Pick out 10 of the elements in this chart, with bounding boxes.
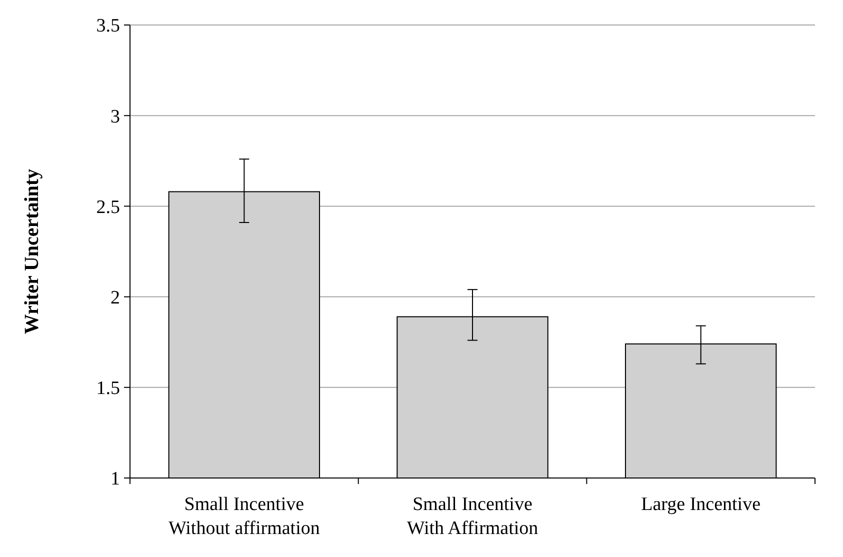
- x-tick-label: Small Incentive Without affirmation: [168, 494, 320, 539]
- y-tick-label: 3: [110, 106, 120, 128]
- y-tick-label: 1.5: [96, 378, 120, 400]
- y-tick-label: 3.5: [96, 16, 120, 37]
- y-axis-title: Writer Uncertainty: [21, 168, 43, 334]
- x-tick-label: Large Incentive: [641, 494, 761, 515]
- y-tick-label: 2.5: [96, 196, 120, 218]
- x-tick-label: Small Incentive With Affirmation: [406, 494, 539, 539]
- y-tick-label: 2: [110, 287, 120, 308]
- y-tick-label: 1: [110, 468, 120, 490]
